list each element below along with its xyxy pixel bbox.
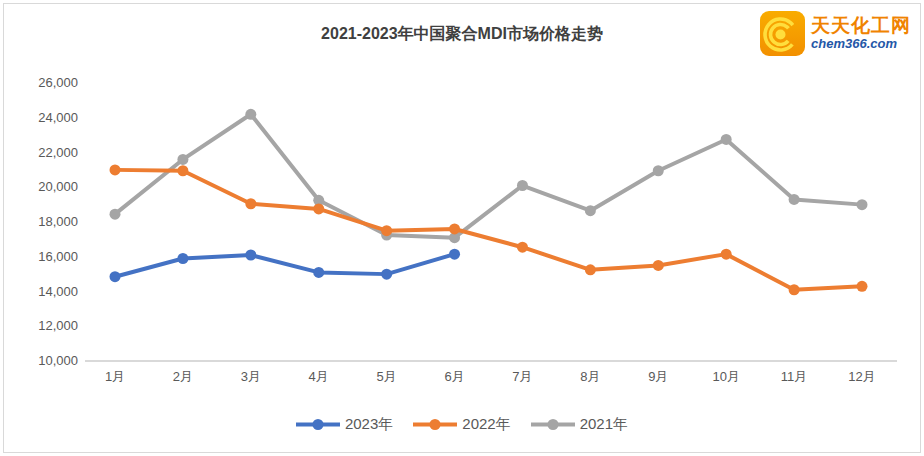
legend-item-2022年: 2022年 xyxy=(413,415,510,434)
x-tick-label: 2月 xyxy=(153,369,213,385)
data-point-2021年-7月 xyxy=(517,180,528,191)
data-point-2022年-1月 xyxy=(110,164,121,175)
plot-svg xyxy=(0,0,924,456)
data-point-2021年-12月 xyxy=(857,199,868,210)
y-tick-label: 14,000 xyxy=(0,284,78,300)
data-point-2022年-8月 xyxy=(585,264,596,275)
data-point-2022年-10月 xyxy=(721,249,732,260)
legend-item-2023年: 2023年 xyxy=(296,415,393,434)
chart-legend: 2023年 2022年 2021年 xyxy=(0,415,924,434)
data-point-2021年-10月 xyxy=(721,134,732,145)
data-point-2023年-4月 xyxy=(313,267,324,278)
y-tick-label: 24,000 xyxy=(0,110,78,126)
y-tick-label: 22,000 xyxy=(0,145,78,161)
x-tick-label: 5月 xyxy=(357,369,417,385)
x-tick-label: 4月 xyxy=(289,369,349,385)
series-line-2023年 xyxy=(115,254,455,277)
legend-label: 2022年 xyxy=(462,415,510,434)
x-tick-label: 9月 xyxy=(628,369,688,385)
data-point-2023年-6月 xyxy=(449,249,460,260)
data-point-2023年-1月 xyxy=(110,271,121,282)
data-point-2021年-1月 xyxy=(110,209,121,220)
data-point-2023年-5月 xyxy=(381,269,392,280)
data-point-2022年-9月 xyxy=(653,260,664,271)
legend-label: 2021年 xyxy=(580,415,628,434)
data-point-2022年-11月 xyxy=(789,284,800,295)
data-point-2022年-7月 xyxy=(517,242,528,253)
legend-marker-icon xyxy=(413,418,457,431)
data-point-2021年-11月 xyxy=(789,194,800,205)
x-tick-label: 12月 xyxy=(832,369,892,385)
legend-marker-icon xyxy=(531,418,575,431)
x-tick-label: 11月 xyxy=(764,369,824,385)
series-line-2022年 xyxy=(115,170,862,290)
x-tick-label: 10月 xyxy=(696,369,756,385)
y-tick-label: 16,000 xyxy=(0,249,78,265)
legend-item-2021年: 2021年 xyxy=(531,415,628,434)
data-point-2022年-12月 xyxy=(857,281,868,292)
data-point-2022年-6月 xyxy=(449,223,460,234)
y-tick-label: 18,000 xyxy=(0,214,78,230)
x-tick-label: 6月 xyxy=(425,369,485,385)
x-tick-label: 1月 xyxy=(85,369,145,385)
data-point-2023年-2月 xyxy=(177,253,188,264)
data-point-2022年-3月 xyxy=(245,198,256,209)
data-point-2021年-8月 xyxy=(585,205,596,216)
data-point-2021年-3月 xyxy=(245,109,256,120)
data-point-2023年-3月 xyxy=(245,250,256,261)
data-point-2022年-4月 xyxy=(313,203,324,214)
data-point-2021年-9月 xyxy=(653,165,664,176)
x-tick-label: 3月 xyxy=(221,369,281,385)
legend-label: 2023年 xyxy=(345,415,393,434)
data-point-2022年-5月 xyxy=(381,225,392,236)
legend-marker-icon xyxy=(296,418,340,431)
series-line-2021年 xyxy=(115,114,862,237)
y-tick-label: 26,000 xyxy=(0,75,78,91)
data-point-2022年-2月 xyxy=(177,165,188,176)
y-tick-label: 10,000 xyxy=(0,353,78,369)
y-tick-label: 20,000 xyxy=(0,179,78,195)
data-point-2021年-2月 xyxy=(177,154,188,165)
x-tick-label: 7月 xyxy=(492,369,552,385)
chart-page: { "logo": { "line1": "天天化工网", "line2": "… xyxy=(0,0,924,456)
y-tick-label: 12,000 xyxy=(0,318,78,334)
x-tick-label: 8月 xyxy=(560,369,620,385)
